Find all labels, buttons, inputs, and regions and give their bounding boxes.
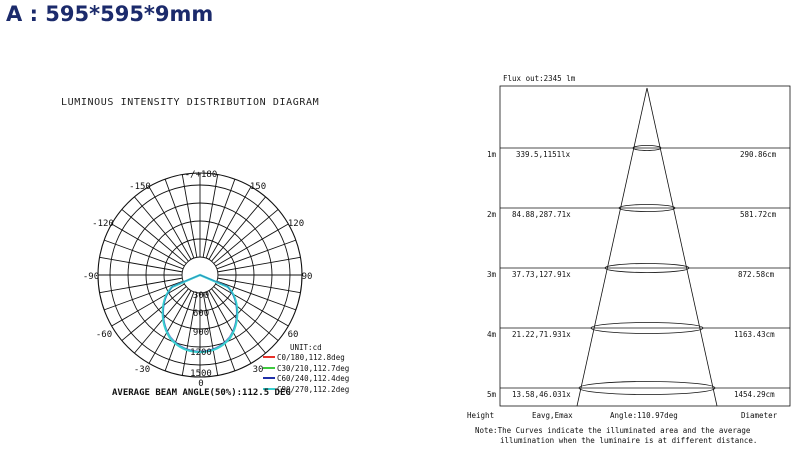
intensity-curve-c90 [161,273,239,354]
row-eavg-2m: 84.88,287.71x [512,210,571,219]
polar-spoke [205,291,236,372]
polar-spoke [215,283,289,327]
footer-height-label: Height [467,411,494,420]
polar-spoke [99,277,183,294]
row-height-1m: 1m [487,150,497,159]
polar-spoke [213,286,279,341]
angle-label-60: 60 [288,330,299,340]
polar-spoke [148,290,192,364]
polar-spoke [211,288,266,354]
polar-spoke [134,288,189,354]
angle-label-150: 150 [250,182,266,192]
polar-spoke [217,256,301,273]
polar-spoke [217,277,301,294]
row-diameter-5m: 1454.29cm [734,390,775,399]
angle-label-neg60: -60 [96,330,112,340]
row-diameter-4m: 1163.43cm [734,330,775,339]
row-height-4m: 4m [487,330,497,339]
angle-label-30: 30 [253,365,264,375]
polar-spoke [211,196,266,262]
angle-label-neg90: -90 [83,272,99,282]
angle-label-90: 90 [302,272,313,282]
row-diameter-1m: 290.86cm [740,150,777,159]
intensity-label-900: 900 [193,328,209,338]
footer-eavg-label: Eavg,Emax [532,411,573,420]
angle-label-neg30: -30 [134,365,150,375]
legend-label-c60: C60/240,112.4deg [277,374,349,383]
polar-spoke [148,186,192,260]
product-dimension-heading: A : 595*595*9mm [6,2,214,26]
row-diameter-2m: 581.72cm [740,210,777,219]
legend-unit: UNIT:cd [290,343,322,352]
polar-spoke [164,178,195,259]
legend-label-c90: C90/270,112.2deg [277,385,349,394]
polar-spoke [111,283,185,327]
row-height-2m: 2m [487,210,497,219]
polar-spoke [164,291,195,372]
polar-spoke [103,239,184,270]
polar-diagram-title: LUMINOUS INTENSITY DISTRIBUTION DIAGRAM [61,97,320,108]
footer-diameter-label: Diameter [741,411,778,420]
polar-spoke [213,209,279,264]
angle-label-neg150: -150 [129,182,151,192]
angle-label-180: -/+180 [185,170,218,180]
row-eavg-3m: 37.73,127.91x [512,270,571,279]
cone-frame [499,85,791,407]
note-line-1: Note:The Curves indicate the illuminated… [475,426,751,435]
legend-label-c30: C30/210,112.7deg [277,364,349,373]
polar-spoke [103,280,184,311]
intensity-label-600: 600 [193,309,209,319]
polar-spoke [202,292,219,376]
intensity-label-1500: 1500 [190,369,212,379]
footer-angle-label: Angle:110.97deg [610,411,678,420]
angle-label-120: 120 [288,219,304,229]
row-height-5m: 5m [487,390,497,399]
polar-spoke [205,178,236,259]
angle-label-neg120: -120 [92,219,114,229]
row-eavg-5m: 13.58,46.031x [512,390,571,399]
polar-spoke [111,223,185,267]
row-eavg-1m: 339.5,1151lx [516,150,571,159]
polar-grid [97,172,303,378]
row-height-3m: 3m [487,270,497,279]
row-diameter-3m: 872.58cm [738,270,775,279]
average-beam-angle: AVERAGE BEAM ANGLE(50%):112.5 DEG [112,388,291,398]
intensity-label-1200: 1200 [190,348,212,358]
polar-spoke [134,196,189,262]
angle-label-0: 0 [198,379,203,389]
polar-spoke [121,209,187,264]
intensity-label-300: 300 [193,291,209,301]
polar-spoke [181,174,198,258]
flux-output: Flux out:2345 lm [503,74,576,83]
legend-label-c0: C0/180,112.8deg [277,353,345,362]
polar-spoke [216,280,297,311]
polar-spoke [121,286,187,341]
polar-spoke [99,256,183,273]
polar-spoke [208,186,252,260]
polar-spoke [208,290,252,364]
polar-spoke [215,223,289,267]
note-line-2: illumination when the luminaire is at di… [500,436,757,445]
intensity-curve-c0 [163,274,237,352]
row-eavg-4m: 21.22,71.931x [512,330,571,339]
polar-spoke [216,239,297,270]
polar-spoke [181,292,198,376]
polar-spoke [202,174,219,258]
